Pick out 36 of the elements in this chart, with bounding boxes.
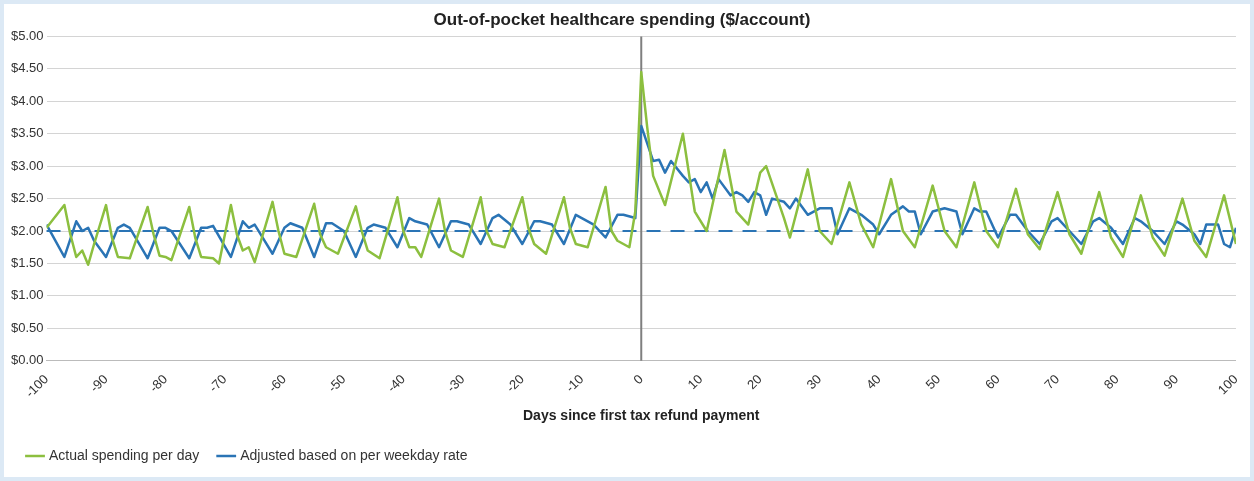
- x-tick-label: -60: [265, 371, 290, 396]
- x-tick-label: 40: [862, 371, 884, 393]
- y-tick-label: $1.50: [10, 255, 44, 271]
- legend-label: Actual spending per day: [49, 446, 200, 463]
- x-tick-label: -30: [443, 371, 468, 396]
- y-tick-label: $2.50: [10, 190, 44, 206]
- x-tick-label: 60: [981, 371, 1003, 393]
- y-tick-label: $2.00: [10, 222, 44, 238]
- x-tick-label: 90: [1160, 371, 1182, 393]
- y-tick-label: $0.50: [10, 319, 44, 335]
- x-tick-label: -10: [562, 371, 587, 396]
- y-tick-label: $3.50: [10, 125, 44, 141]
- y-tick-label: $3.00: [10, 157, 44, 173]
- x-tick-label: 10: [684, 371, 706, 393]
- x-tick-label: 20: [744, 371, 765, 393]
- y-tick-label: $4.50: [10, 60, 44, 76]
- x-tick-label: 80: [1100, 371, 1122, 393]
- x-tick-label: -70: [205, 371, 230, 396]
- x-tick-label: -20: [503, 371, 527, 396]
- x-tick-label: -80: [146, 371, 171, 396]
- x-tick-label: -50: [324, 371, 349, 396]
- x-axis-title: Days since first tax refund payment: [522, 407, 760, 424]
- chart-title: Out-of-pocket healthcare spending ($/account): [433, 9, 811, 29]
- legend-label: Adjusted based on per weekday rate: [240, 446, 468, 463]
- x-tick-label: 50: [922, 371, 944, 393]
- x-tick-label: -90: [86, 371, 111, 396]
- y-tick-label: $5.00: [10, 27, 44, 43]
- x-tick-label: -100: [22, 371, 52, 401]
- x-tick-label: 70: [1041, 371, 1063, 393]
- x-tick-label: 30: [803, 371, 825, 393]
- y-tick-label: $4.00: [10, 92, 44, 108]
- x-tick-label: 0: [630, 371, 646, 388]
- y-tick-label: $1.00: [10, 287, 44, 303]
- x-tick-label: 100: [1214, 371, 1241, 398]
- x-tick-label: -40: [384, 371, 409, 396]
- y-tick-label: $0.00: [10, 352, 44, 368]
